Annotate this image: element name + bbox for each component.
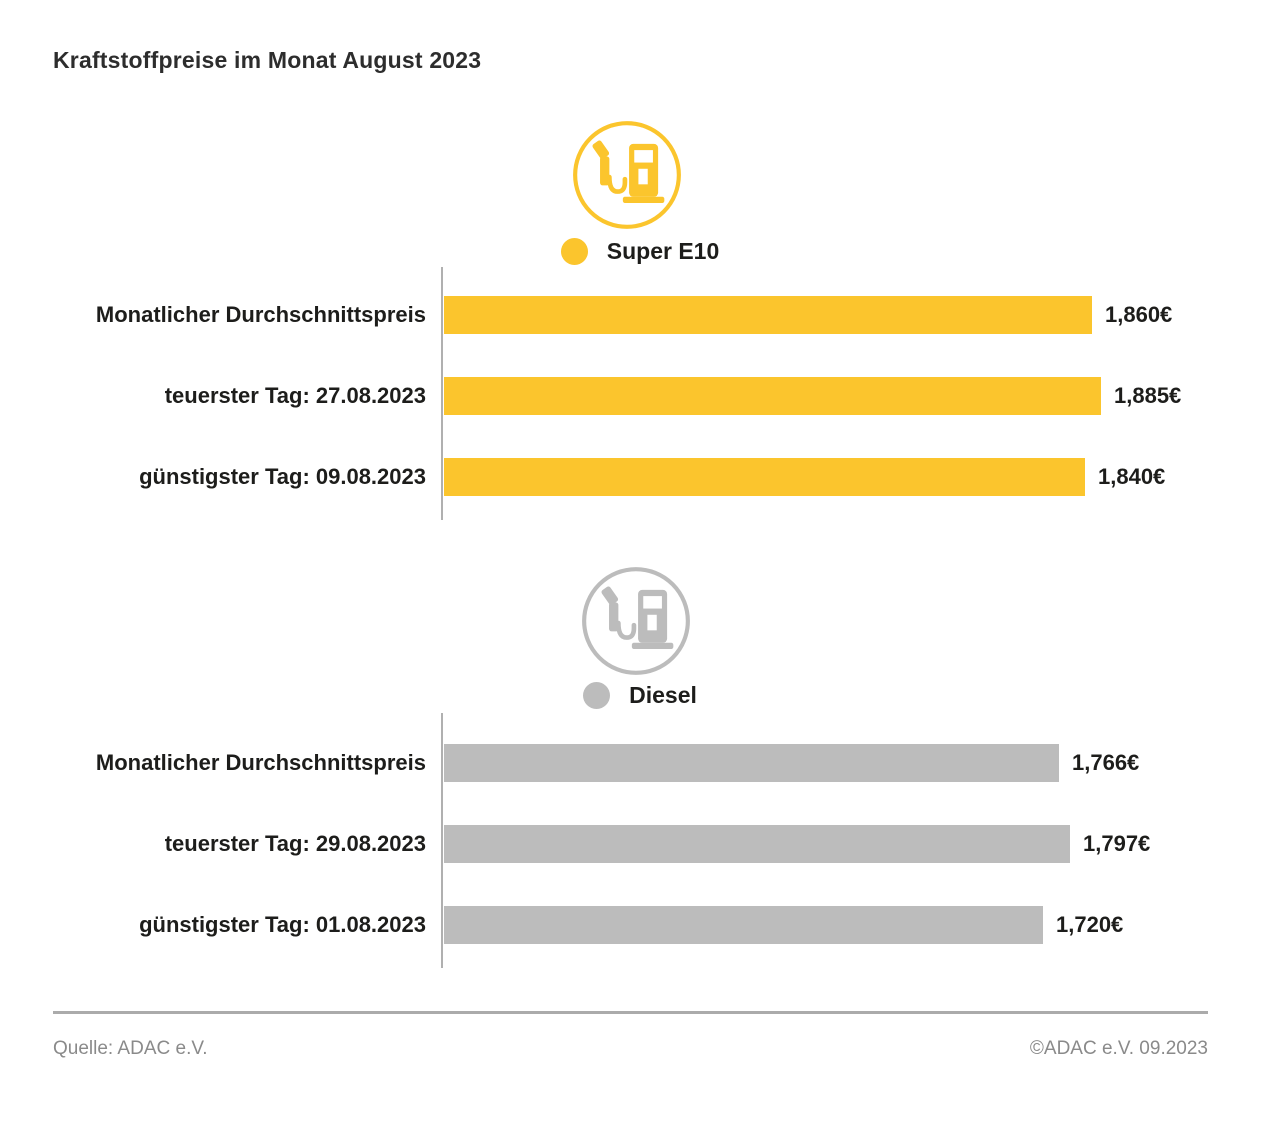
bar bbox=[444, 906, 1043, 944]
bar-label: Monatlicher Durchschnittspreis bbox=[95, 750, 426, 775]
legend-label: Diesel bbox=[629, 681, 697, 708]
bar bbox=[444, 377, 1101, 415]
bar-row: günstigster Tag: 09.08.2023 1,840€ bbox=[0, 458, 1280, 496]
legend-super-e10: Super E10 bbox=[0, 236, 1280, 266]
legend-dot bbox=[583, 681, 611, 709]
bar-row: Monatlicher Durchschnittspreis 1,860€ bbox=[0, 296, 1280, 334]
legend-dot bbox=[560, 237, 588, 265]
bar-value: 1,797€ bbox=[1083, 831, 1151, 856]
bar-value: 1,840€ bbox=[1098, 464, 1166, 489]
fuel-pump-icon bbox=[571, 119, 683, 231]
footer: Quelle: ADAC e.V. ©ADAC e.V. 09.2023 bbox=[53, 1038, 1208, 1060]
page-title: Kraftstoffpreise im Monat August 2023 bbox=[53, 47, 482, 73]
bar-value: 1,766€ bbox=[1072, 750, 1140, 775]
chart-diesel: Monatlicher Durchschnittspreis 1,766€ te… bbox=[0, 744, 1280, 987]
bar-value: 1,860€ bbox=[1105, 302, 1173, 327]
fuel-pump-icon bbox=[580, 565, 692, 677]
footer-divider bbox=[53, 1011, 1208, 1014]
fuel-pump-icon bbox=[582, 567, 690, 675]
bar-row: teuerster Tag: 27.08.2023 1,885€ bbox=[0, 377, 1280, 415]
bar-label: Monatlicher Durchschnittspreis bbox=[95, 302, 426, 327]
bar-value: 1,720€ bbox=[1056, 912, 1124, 937]
bar-row: teuerster Tag: 29.08.2023 1,797€ bbox=[0, 825, 1280, 863]
source-credit: Quelle: ADAC e.V. bbox=[53, 1038, 208, 1059]
bar-label: teuerster Tag: 27.08.2023 bbox=[164, 383, 426, 408]
chart-super-e10: Monatlicher Durchschnittspreis 1,860€ te… bbox=[0, 296, 1280, 539]
bar bbox=[444, 825, 1070, 863]
chart-axis bbox=[441, 267, 443, 520]
bar-label: günstigster Tag: 09.08.2023 bbox=[139, 464, 426, 489]
fuel-pump-icon bbox=[573, 121, 681, 229]
bar-row: günstigster Tag: 01.08.2023 1,720€ bbox=[0, 906, 1280, 944]
bar-row: Monatlicher Durchschnittspreis 1,766€ bbox=[0, 744, 1280, 782]
bar-value: 1,885€ bbox=[1114, 383, 1182, 408]
bar bbox=[444, 296, 1092, 334]
bar bbox=[444, 744, 1059, 782]
chart-axis bbox=[441, 713, 443, 968]
legend-diesel: Diesel bbox=[0, 680, 1280, 710]
bar-label: teuerster Tag: 29.08.2023 bbox=[164, 831, 426, 856]
legend-label: Super E10 bbox=[606, 237, 720, 264]
bar-label: günstigster Tag: 01.08.2023 bbox=[139, 912, 426, 937]
bar bbox=[444, 458, 1085, 496]
copyright-notice: ©ADAC e.V. 09.2023 bbox=[1029, 1038, 1208, 1059]
